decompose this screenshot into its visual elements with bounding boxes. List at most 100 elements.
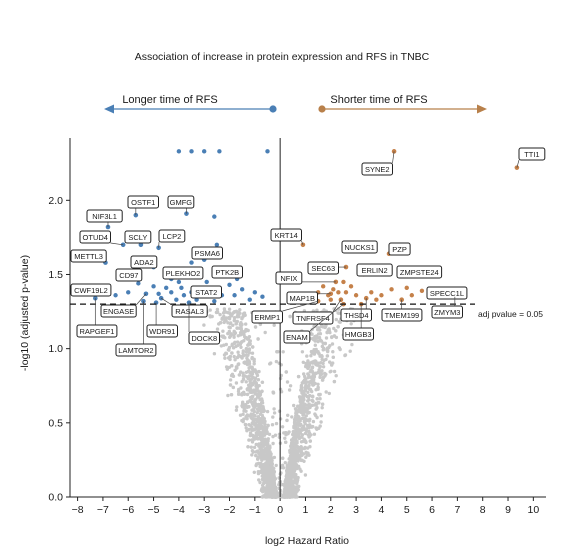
nonsignificant-point: [317, 352, 321, 356]
x-tick-label: −1: [249, 504, 261, 516]
gene-label-box: [431, 305, 463, 319]
nonsignificant-point: [302, 372, 306, 376]
nonsignificant-point: [260, 441, 265, 445]
nonsignificant-point: [291, 439, 295, 443]
nonsignificant-point: [257, 478, 261, 482]
nonsignificant-point: [214, 310, 219, 315]
nonsignificant-point: [269, 472, 274, 476]
direction-left-arrowhead: [104, 104, 114, 114]
nonsignificant-point: [301, 424, 306, 428]
nonsignificant-point: [318, 397, 322, 401]
nonsignificant-point: [307, 363, 312, 367]
nonsignificant-point: [312, 337, 316, 342]
significant-point: [151, 284, 156, 289]
nonsignificant-point: [253, 414, 257, 418]
gene-label-box: [307, 261, 339, 275]
gene-label-text: LCP2: [163, 232, 182, 241]
nonsignificant-point: [325, 346, 330, 350]
nonsignificant-point: [252, 445, 257, 450]
gene-label-box: [388, 242, 411, 256]
gene-labels: TTI1 SYNE2 KRT14 NUCKS1 PZP SEC63 ERLIN2 ZMPSTE…: [70, 147, 546, 357]
nonsignificant-point: [302, 398, 306, 402]
nonsignificant-point: [238, 308, 242, 312]
nonsignificant-point: [251, 389, 256, 393]
chart-title: Association of increase in protein expre…: [135, 51, 430, 63]
nonsignificant-point: [250, 372, 255, 376]
gene-label: THSD4: [340, 308, 372, 322]
label-leader-line: [392, 151, 395, 164]
gene-label: HMGB3: [342, 327, 374, 341]
nonsignificant-point: [288, 384, 293, 388]
nonsignificant-point: [343, 353, 347, 358]
nonsignificant-point: [253, 376, 258, 380]
nonsignificant-point: [237, 310, 241, 315]
nonsignificant-point: [250, 440, 255, 444]
nonsignificant-point: [332, 334, 337, 338]
nonsignificant-point: [332, 307, 336, 311]
gene-label-box: [341, 240, 378, 254]
nonsignificant-point: [226, 393, 230, 398]
nonsignificant-point: [330, 335, 334, 339]
nonsignificant-point: [266, 437, 270, 441]
nonsignificant-point: [330, 342, 335, 346]
nonsignificant-point: [294, 473, 298, 477]
nonsignificant-point: [302, 379, 306, 384]
gene-label-box: [518, 147, 546, 161]
nonsignificant-point: [233, 358, 237, 362]
gene-label: PLEKHO2: [162, 266, 204, 280]
gene-label-box: [188, 331, 220, 345]
nonsignificant-point: [266, 445, 270, 449]
nonsignificant-point: [224, 351, 228, 355]
nonsignificant-point: [313, 334, 317, 339]
nonsignificant-point: [252, 409, 256, 414]
nonsignificant-point: [283, 485, 287, 490]
x-tick-label: 8: [480, 504, 486, 516]
gene-label: ERLIN2: [356, 263, 393, 277]
x-tick-label: −6: [122, 504, 134, 516]
nonsignificant-point: [317, 401, 321, 405]
nonsignificant-point: [285, 418, 289, 423]
gene-label-box: [356, 263, 393, 277]
nonsignificant-point: [296, 421, 300, 425]
nonsignificant-point: [246, 328, 250, 333]
nonsignificant-point: [247, 438, 251, 442]
significant-point: [369, 290, 374, 295]
nonsignificant-point: [331, 361, 335, 365]
significant-points: [93, 149, 520, 307]
nonsignificant-point: [232, 335, 236, 339]
nonsignificant-point: [238, 322, 242, 327]
nonsignificant-point: [272, 455, 277, 460]
nonsignificant-point: [288, 314, 292, 319]
significant-point: [353, 293, 359, 298]
nonsignificant-point: [255, 436, 259, 440]
nonsignificant-point: [256, 457, 260, 461]
x-tick-label: −8: [72, 504, 84, 516]
nonsignificant-point: [317, 426, 321, 430]
nonsignificant-point: [296, 374, 301, 379]
nonsignificant-point: [310, 425, 314, 429]
nonsignificant-point: [227, 365, 232, 369]
nonsignificant-point: [300, 435, 304, 439]
significant-point: [156, 291, 161, 296]
nonsignificant-point: [256, 415, 260, 419]
nonsignificant-point: [269, 461, 273, 465]
nonsignificant-point: [261, 420, 265, 425]
significant-point: [217, 149, 222, 154]
significant-point: [227, 282, 232, 288]
y-tick-label: 2.0: [48, 195, 63, 207]
nonsignificant-point: [320, 406, 324, 410]
nonsignificant-point: [305, 408, 309, 412]
gene-label: TNFRSF4: [292, 311, 334, 325]
gene-label-box: [342, 327, 374, 341]
label-leader-line: [301, 240, 304, 245]
nonsignificant-point: [250, 402, 255, 406]
nonsignificant-point: [315, 397, 319, 401]
nonsignificant-point: [260, 458, 264, 462]
gene-label-text: CWF19L2: [74, 286, 108, 295]
nonsignificant-point: [230, 364, 234, 368]
nonsignificant-point: [251, 345, 255, 349]
nonsignificant-point: [245, 400, 250, 404]
nonsignificant-point: [272, 407, 276, 411]
nonsignificant-point: [241, 400, 245, 404]
nonsignificant-point: [237, 373, 242, 377]
